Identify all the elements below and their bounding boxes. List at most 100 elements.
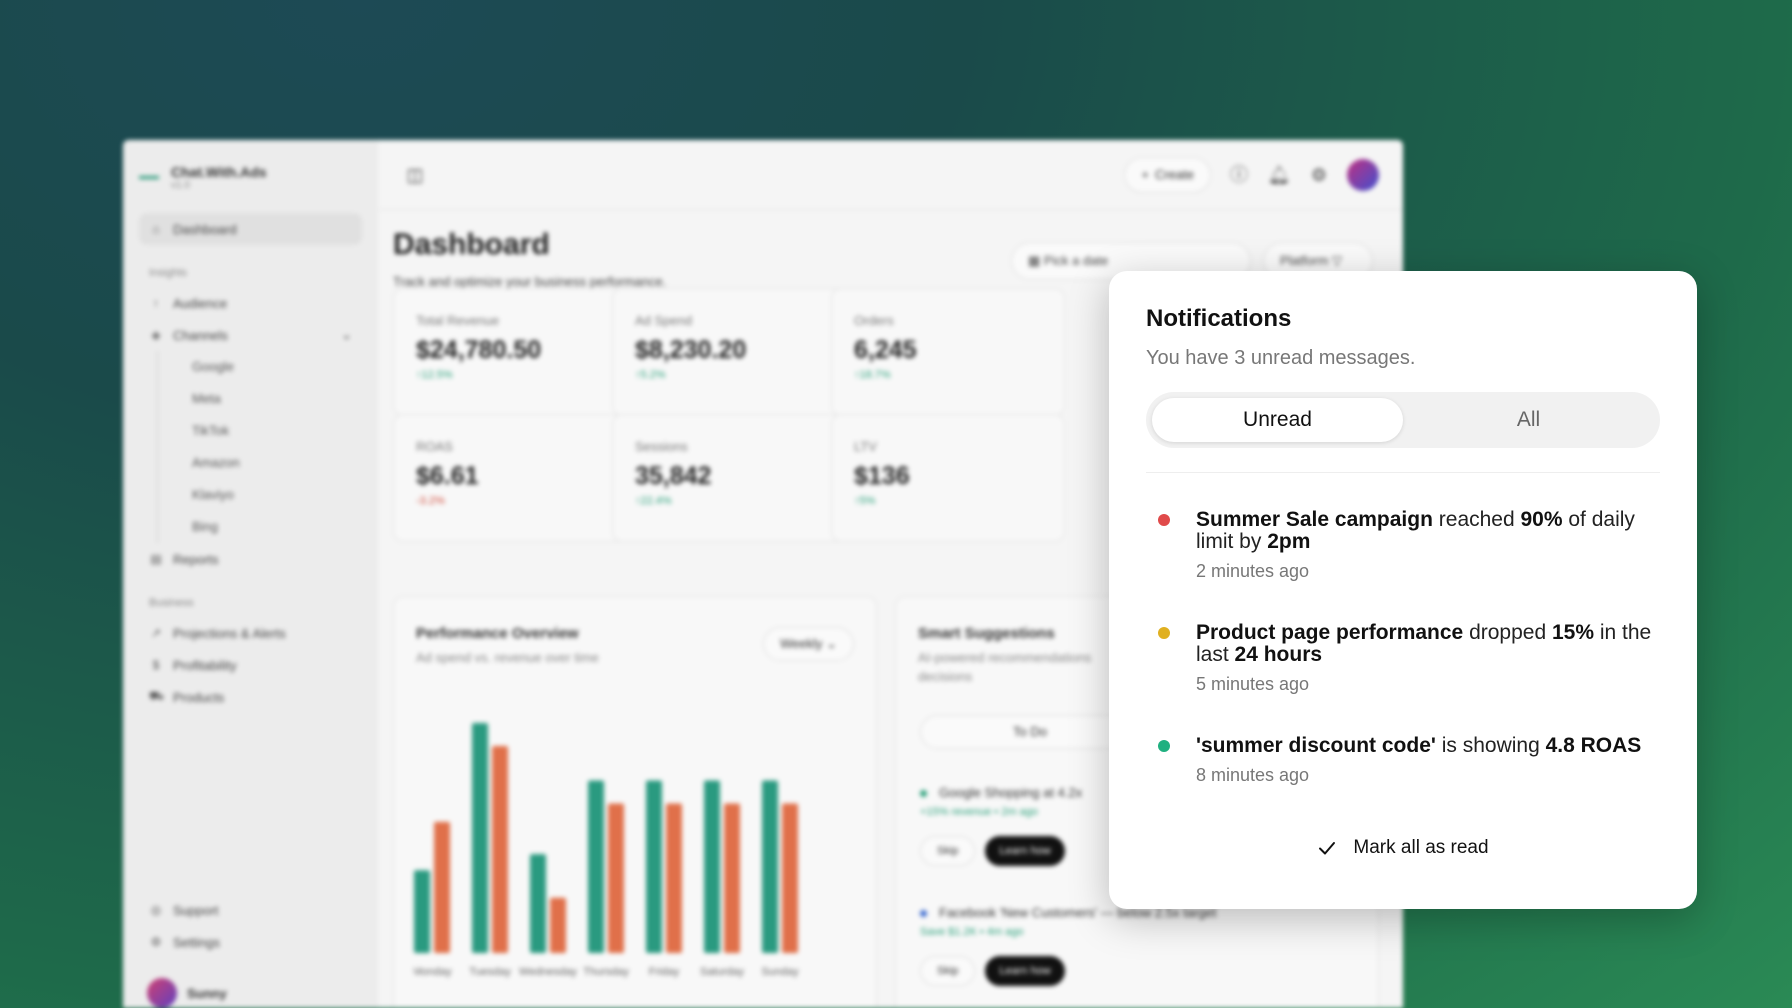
notification-highlight: Summer Sale campaign — [1196, 508, 1433, 531]
kpi-card: Ad Spend $8,230.20 ↑5.2% — [612, 288, 846, 416]
status-dot — [920, 790, 927, 797]
create-button[interactable]: + Create — [1124, 156, 1211, 193]
sidebar-subitem-google[interactable]: Google — [157, 351, 362, 383]
sidebar-item-products[interactable]: ⛟ Products — [139, 681, 362, 713]
notification-time: 5 minutes ago — [1196, 674, 1310, 695]
home-icon: ⌂ — [152, 222, 160, 236]
help-icon[interactable]: ⓘ — [1230, 164, 1248, 185]
chevron-down-icon: ⌄ — [826, 636, 837, 651]
sidebar-item-dashboard[interactable]: ⌂ Dashboard — [139, 213, 362, 245]
kpi-label: Sessions — [635, 439, 688, 454]
kpi-card: Sessions 35,842 ↑22.4% — [612, 414, 846, 542]
sidebar-item-projections[interactable]: ↗ Projections & Alerts — [139, 617, 362, 649]
notification-text: Summer Sale campaign reached 90% of dail… — [1196, 508, 1660, 554]
suggestions-title: Smart Suggestions — [918, 625, 1055, 642]
kpi-value: $8,230.20 — [635, 336, 747, 364]
bar-ad-spend-thursday — [608, 803, 624, 953]
unread-dot — [1158, 740, 1170, 753]
notification-item[interactable]: 'summer discount code' is showing 4.8 RO… — [1146, 735, 1660, 786]
unread-dot — [1158, 514, 1170, 526]
sidebar-subitem-klaviyo[interactable]: Klaviyo — [157, 479, 362, 511]
notification-fragment: in the last — [1196, 621, 1652, 667]
sidebar-toggle-icon[interactable]: ◫ — [406, 164, 424, 185]
learn-how-button[interactable]: Learn how — [985, 836, 1065, 866]
brand-version: v1.0 — [171, 180, 190, 191]
bar-revenue-wednesday — [530, 854, 546, 953]
kpi-label: Ad Spend — [635, 313, 693, 328]
plus-icon: + — [1141, 167, 1149, 182]
suggestions-subtitle: AI-powered recommendations — [918, 650, 1092, 665]
suggestion-item: Facebook 'New Customers' — below 2.5x ta… — [920, 905, 1216, 986]
filter-icon: ▽ — [1332, 253, 1343, 268]
sidebar-item-label: Profitability — [173, 657, 237, 673]
user-profile[interactable]: Sunny — [147, 978, 227, 1008]
channel-list: Google Meta TikTok Amazon Klaviyo Bing — [139, 351, 362, 543]
notification-highlight: 2pm — [1267, 530, 1311, 554]
kpi-card: ROAS $6.61 -3.2% — [393, 414, 627, 542]
gear-icon[interactable]: ⚙ — [1310, 164, 1328, 185]
x-tick-label: Sunday — [761, 966, 799, 978]
bell-icon[interactable]: 🔔︎ — [1267, 164, 1291, 185]
sidebar-subitem-bing[interactable]: Bing — [157, 511, 362, 543]
notification-time: 2 minutes ago — [1196, 561, 1310, 582]
section-label-insights: Insights — [149, 267, 187, 279]
sidebar-item-reports[interactable]: ▤ Reports — [139, 543, 362, 575]
kpi-change: ↑5% — [854, 495, 876, 507]
tab-all[interactable]: All — [1516, 408, 1541, 431]
notification-time: 8 minutes ago — [1196, 765, 1310, 786]
mark-all-read-button[interactable]: Mark all as read — [1109, 837, 1697, 859]
brand-name: Chat.With.Ads — [171, 164, 267, 180]
bar-ad-spend-friday — [666, 803, 682, 953]
kpi-change: ↑18.7% — [854, 369, 891, 381]
date-picker-label: Pick a date — [1043, 253, 1109, 268]
sidebar-item-support[interactable]: ◎ Support — [139, 894, 362, 926]
layers-icon: ◈ — [151, 328, 161, 342]
notification-highlight: 90% — [1520, 508, 1563, 531]
period-select[interactable]: Weekly ⌄ — [763, 627, 854, 661]
sidebar-item-channels[interactable]: ◈ Channels ⌄ — [139, 319, 362, 351]
bar-revenue-sunday — [762, 780, 778, 953]
create-label: Create — [1154, 167, 1194, 182]
notification-highlight: 'summer discount code' — [1196, 734, 1436, 758]
page-subtitle: Track and optimize your business perform… — [393, 274, 667, 289]
user-name: Sunny — [187, 985, 227, 1001]
tab-unread[interactable]: Unread — [1152, 398, 1403, 442]
performance-subtitle: Ad spend vs. revenue over time — [416, 650, 599, 665]
sidebar-item-label: Support — [173, 902, 219, 918]
sidebar-subitem-amazon[interactable]: Amazon — [157, 447, 362, 479]
performance-title: Performance Overview — [416, 625, 579, 642]
sidebar-item-label: Products — [173, 689, 225, 705]
kpi-label: ROAS — [416, 439, 453, 454]
mark-all-read-label: Mark all as read — [1353, 837, 1489, 858]
notifications-subtitle: You have 3 unread messages. — [1146, 347, 1416, 369]
notification-item[interactable]: Summer Sale campaign reached 90% of dail… — [1146, 508, 1660, 582]
skip-button[interactable]: Skip — [920, 956, 976, 986]
kpi-card: Orders 6,245 ↑18.7% — [831, 288, 1065, 416]
skip-button[interactable]: Skip — [920, 836, 976, 866]
sidebar-item-audience[interactable]: ↑ Audience — [139, 287, 362, 319]
sidebar-item-profitability[interactable]: $ Profitability — [139, 649, 362, 681]
sidebar-item-settings[interactable]: ⚙ Settings — [139, 926, 362, 958]
tab-todo[interactable]: To Do — [920, 715, 1140, 749]
notification-highlight: 4.8 ROAS — [1545, 734, 1642, 758]
kpi-card: LTV $136 ↑5% — [831, 414, 1065, 542]
sidebar: Chat.With.Ads v1.0 ⌂ Dashboard Insights … — [123, 140, 378, 1008]
notification-fragment: reached — [1432, 508, 1521, 531]
gear-icon: ⚙ — [150, 935, 162, 949]
notification-item[interactable]: Product page performance dropped 15% in … — [1146, 622, 1660, 695]
calendar-icon: ▦ — [1028, 253, 1041, 268]
notification-text: 'summer discount code' is showing 4.8 RO… — [1196, 735, 1660, 757]
support-icon: ◎ — [150, 903, 162, 917]
chevron-down-icon: ⌄ — [341, 327, 352, 342]
sidebar-subitem-tiktok[interactable]: TikTok — [157, 415, 362, 447]
bar-ad-spend-sunday — [782, 803, 798, 953]
avatar[interactable] — [1347, 158, 1379, 191]
sidebar-subitem-meta[interactable]: Meta — [157, 383, 362, 415]
brand[interactable]: Chat.With.Ads v1.0 — [139, 164, 362, 191]
sidebar-item-label: Channels — [173, 327, 228, 343]
learn-how-button[interactable]: Learn how — [985, 956, 1065, 986]
bar-revenue-tuesday — [472, 723, 488, 953]
x-tick-label: Monday — [414, 966, 452, 978]
x-tick-label: Wednesday — [519, 966, 577, 978]
suggestion-line: Google Shopping at 4.2x — [920, 785, 1082, 800]
